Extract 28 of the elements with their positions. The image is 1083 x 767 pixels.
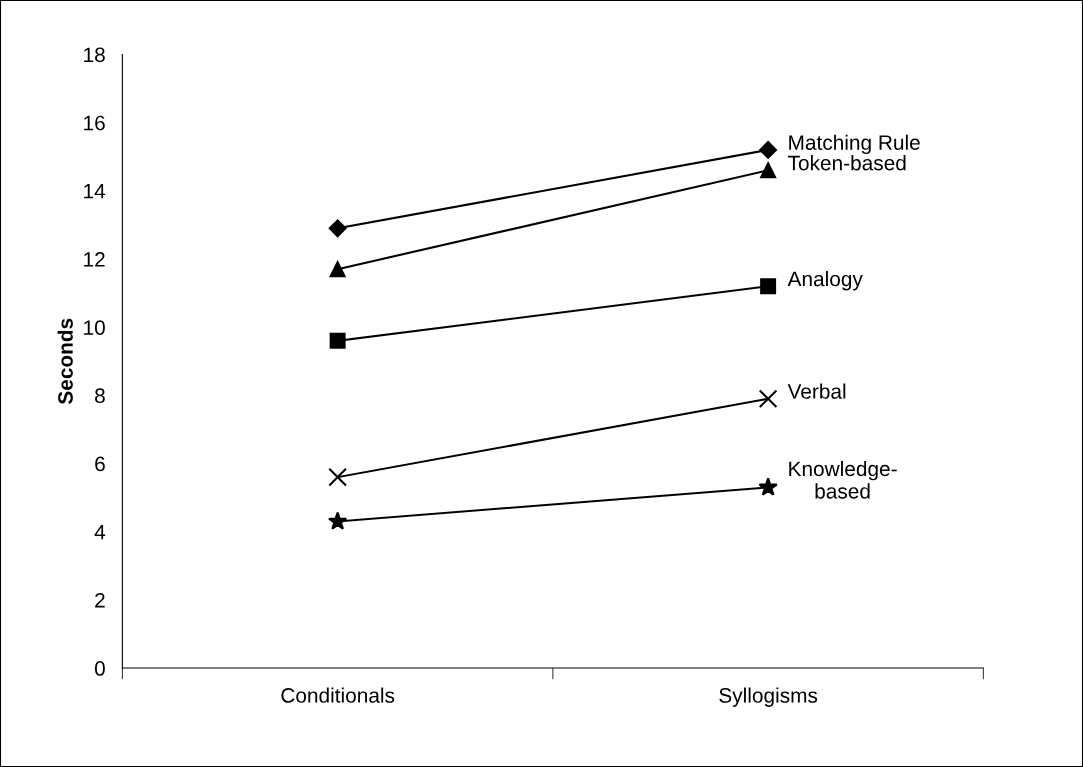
point bbox=[328, 219, 347, 238]
y-tick-label: 4 bbox=[94, 524, 106, 540]
y-tick-label: 12 bbox=[84, 251, 105, 267]
point bbox=[758, 477, 778, 496]
series-label: Verbal bbox=[787, 383, 846, 399]
point bbox=[760, 278, 777, 295]
series-label: Analogy bbox=[787, 271, 863, 291]
point bbox=[328, 511, 348, 530]
y-tick-label: 10 bbox=[84, 320, 105, 335]
y-tick-label: 16 bbox=[84, 115, 105, 131]
series-label: Token-based bbox=[788, 155, 906, 171]
series-label: Matching Rule bbox=[789, 134, 920, 155]
point bbox=[760, 162, 777, 179]
point bbox=[758, 389, 778, 409]
x-tick-label: Syllogisms bbox=[719, 687, 818, 707]
y-tick-label: 8 bbox=[95, 388, 105, 404]
y-tick-label: 18 bbox=[84, 47, 105, 63]
point bbox=[329, 332, 346, 349]
y-axis-title: Seconds bbox=[57, 318, 73, 405]
y-tick-label: 2 bbox=[95, 592, 105, 608]
series-label: Knowledge- based bbox=[789, 460, 897, 499]
point bbox=[328, 467, 347, 487]
y-tick-label: 14 bbox=[84, 184, 106, 199]
y-tick-label: 6 bbox=[95, 456, 105, 472]
point bbox=[759, 141, 778, 159]
y-tick-label: 0 bbox=[94, 661, 105, 676]
x-tick-label: Conditionals bbox=[281, 687, 395, 703]
point bbox=[329, 261, 346, 278]
